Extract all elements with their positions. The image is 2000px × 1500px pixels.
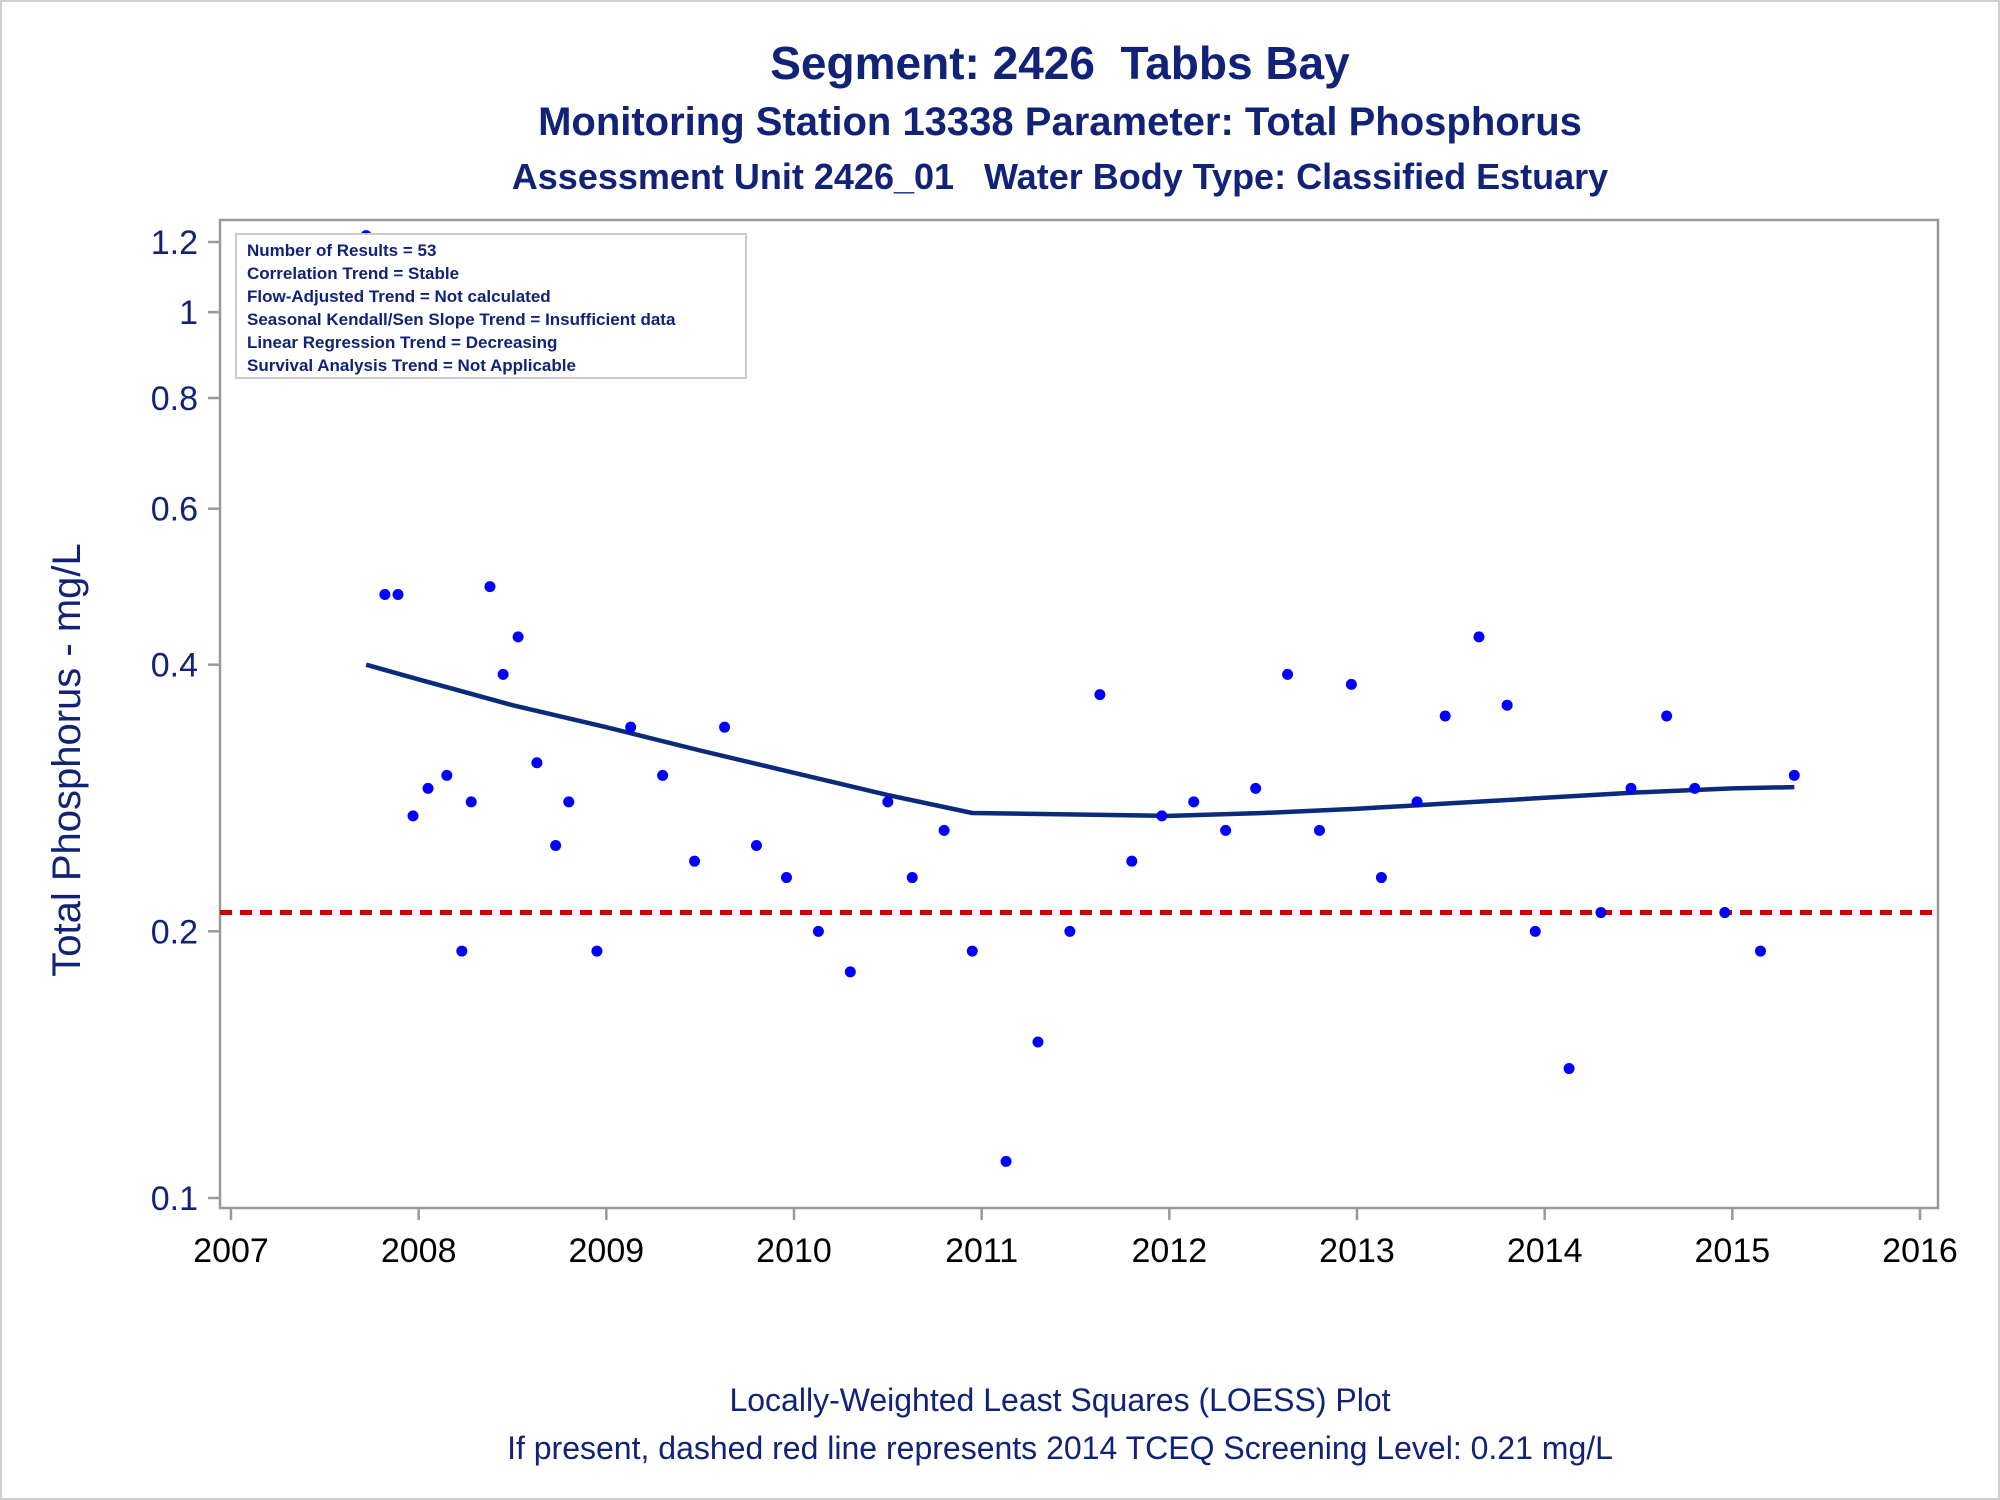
data-point — [1032, 1036, 1044, 1048]
data-point — [497, 668, 509, 680]
data-point — [1501, 699, 1513, 711]
loess-line — [365, 662, 1795, 819]
y-tick-label: 0.4 — [151, 647, 198, 685]
data-point — [750, 839, 762, 851]
data-point — [512, 631, 524, 643]
data-point — [379, 589, 391, 601]
x-tick-label: 2010 — [756, 1232, 832, 1270]
chart-subtitle: Monitoring Station 13338 Parameter: Tota… — [538, 100, 1582, 144]
data-point — [563, 796, 575, 808]
data-point — [1661, 710, 1673, 722]
y-tick-label: 0.6 — [151, 491, 198, 529]
x-tick-label: 2015 — [1695, 1232, 1771, 1270]
data-point — [456, 945, 468, 957]
x-tick-label: 2007 — [193, 1232, 269, 1270]
data-point — [1563, 1063, 1575, 1075]
stats-line: Linear Regression Trend = Decreasing — [247, 333, 557, 352]
x-tick-label: 2012 — [1132, 1232, 1208, 1270]
data-point — [625, 721, 637, 733]
data-point — [1719, 907, 1731, 919]
data-point — [1313, 824, 1325, 836]
y-tick-label: 0.8 — [151, 380, 198, 418]
data-point — [1689, 782, 1701, 794]
data-point — [1625, 782, 1637, 794]
data-point — [1595, 907, 1607, 919]
stats-line: Seasonal Kendall/Sen Slope Trend = Insuf… — [247, 310, 676, 329]
data-point — [441, 769, 453, 781]
data-point — [1220, 824, 1232, 836]
stats-line: Number of Results = 53 — [247, 241, 436, 260]
x-tick-label: 2014 — [1507, 1232, 1583, 1270]
data-point — [1411, 796, 1423, 808]
data-point — [1529, 925, 1541, 937]
data-point — [550, 839, 562, 851]
plot-area-frame — [218, 218, 1940, 1210]
data-point — [1094, 689, 1106, 701]
data-point — [780, 872, 792, 884]
data-point — [1754, 945, 1766, 957]
data-point — [392, 589, 404, 601]
footnote-screening: If present, dashed red line represents 2… — [507, 1430, 1613, 1466]
data-point — [906, 872, 918, 884]
y-tick-label: 0.2 — [151, 913, 198, 951]
data-point — [1156, 810, 1168, 822]
data-point — [407, 810, 419, 822]
stats-line: Correlation Trend = Stable — [247, 264, 459, 283]
data-point — [422, 782, 434, 794]
data-point — [812, 925, 824, 937]
y-tick-label: 1.2 — [151, 224, 198, 262]
data-point — [465, 796, 477, 808]
data-point — [1473, 631, 1485, 643]
data-point — [882, 796, 894, 808]
stats-box — [235, 233, 747, 379]
data-point — [844, 966, 856, 978]
stats-line: Survival Analysis Trend = Not Applicable — [247, 356, 576, 375]
data-point — [1126, 855, 1138, 867]
data-point — [484, 581, 496, 593]
data-point — [1000, 1155, 1012, 1167]
data-point — [719, 721, 731, 733]
data-point — [657, 769, 669, 781]
data-point — [591, 945, 603, 957]
data-point — [1439, 710, 1451, 722]
stats-line: Flow-Adjusted Trend = Not calculated — [247, 287, 551, 306]
y-axis-label: Total Phosphorus - mg/L — [45, 543, 89, 977]
data-point — [966, 945, 978, 957]
data-point — [1788, 769, 1800, 781]
x-tick-label: 2016 — [1882, 1232, 1958, 1270]
chart-title: Segment: 2426 Tabbs Bay — [770, 37, 1350, 89]
data-point — [1064, 925, 1076, 937]
x-tick-label: 2013 — [1319, 1232, 1395, 1270]
x-tick-label: 2011 — [945, 1232, 1018, 1270]
y-tick-label: 1 — [179, 294, 198, 332]
y-tick-label: 0.1 — [151, 1180, 198, 1218]
data-point — [1250, 782, 1262, 794]
data-point — [689, 855, 701, 867]
data-point — [1188, 796, 1200, 808]
chart-subtitle-2: Assessment Unit 2426_01 Water Body Type:… — [511, 156, 1609, 197]
data-point — [1282, 668, 1294, 680]
x-tick-label: 2009 — [569, 1232, 645, 1270]
data-point — [531, 757, 543, 769]
data-point — [938, 824, 950, 836]
data-point — [1345, 678, 1357, 690]
x-tick-label: 2008 — [381, 1232, 457, 1270]
footnote-loess: Locally-Weighted Least Squares (LOESS) P… — [729, 1382, 1391, 1418]
data-point — [1375, 872, 1387, 884]
